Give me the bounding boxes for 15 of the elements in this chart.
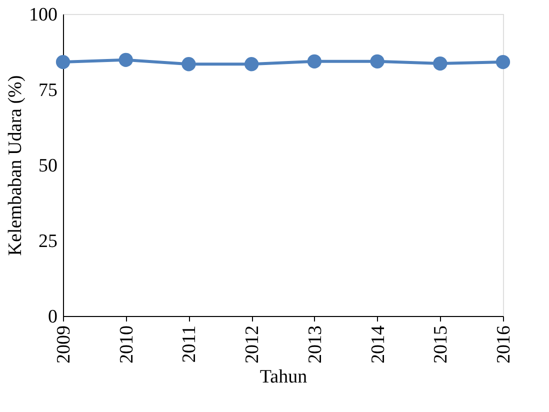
x-tick-label: 2013 xyxy=(304,326,326,364)
x-tick-label: 2009 xyxy=(54,326,74,364)
x-axis-title: Tahun xyxy=(260,366,308,388)
x-tick-label: 2015 xyxy=(430,326,452,364)
y-tick-label: 25 xyxy=(38,231,58,252)
y-tick-label: 75 xyxy=(38,80,58,101)
y-tick-label: 50 xyxy=(38,156,58,176)
y-tick-label: 100 xyxy=(29,4,58,26)
x-tick-label: 2014 xyxy=(368,325,389,364)
x-tick-label: 2016 xyxy=(494,326,514,364)
x-tick-label: 2012 xyxy=(242,326,264,364)
x-tick-label: 2010 xyxy=(116,326,138,364)
x-tick-label: 2011 xyxy=(179,326,200,363)
y-tick-label: 0 xyxy=(48,306,58,328)
y-axis-title: Kelembaban Udara (%) xyxy=(5,75,26,256)
